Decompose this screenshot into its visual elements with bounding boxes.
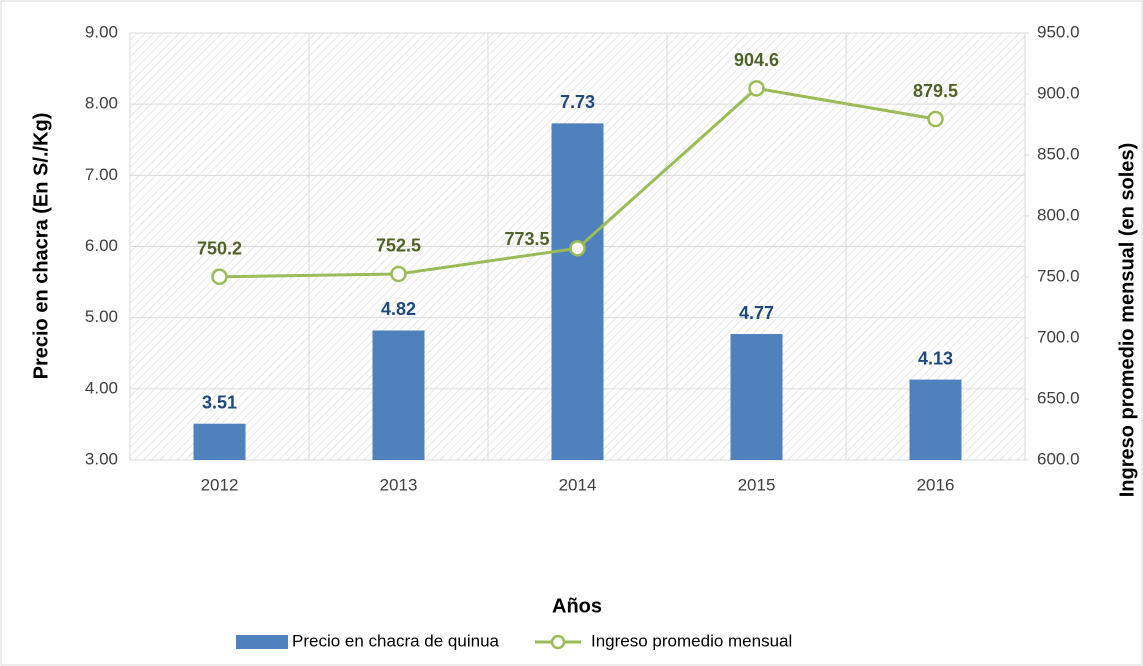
y-tick-label: 7.00 <box>85 165 118 184</box>
legend-label: Precio en chacra de quinua <box>292 631 500 650</box>
line-value-label: 773.5 <box>504 229 549 249</box>
y2-tick-label: 600.0 <box>1037 449 1080 468</box>
y-tick-label: 5.00 <box>85 307 118 326</box>
line-marker <box>748 80 765 97</box>
line-value-label: 752.5 <box>376 236 421 256</box>
line-marker <box>569 240 586 257</box>
x-tick-label: 2013 <box>380 475 418 494</box>
bar-value-label: 3.51 <box>202 392 237 412</box>
line-marker <box>211 268 228 286</box>
y2-tick-label: 650.0 <box>1037 388 1080 407</box>
y-tick-label: 4.00 <box>85 378 118 397</box>
y-tick-label: 3.00 <box>85 449 118 468</box>
legend-label: Ingreso promedio mensual <box>591 631 792 650</box>
x-tick-label: 2016 <box>917 475 955 494</box>
bar <box>372 330 425 460</box>
x-tick-label: 2012 <box>201 475 239 494</box>
line-value-label: 904.6 <box>734 50 779 70</box>
y2-tick-label: 950.0 <box>1037 22 1080 41</box>
y2-tick-label: 850.0 <box>1037 144 1080 163</box>
line-marker <box>390 265 407 283</box>
y-tick-label: 8.00 <box>85 94 118 113</box>
line-value-label: 750.2 <box>197 239 242 259</box>
line-value-label: 879.5 <box>913 81 958 101</box>
x-tick-label: 2015 <box>738 475 776 494</box>
y-tick-label: 6.00 <box>85 236 118 255</box>
bar-value-label: 4.82 <box>381 299 416 319</box>
x-axis-title: Años <box>552 595 602 617</box>
bar <box>909 379 962 460</box>
bar <box>193 423 246 460</box>
y2-tick-label: 800.0 <box>1037 205 1080 224</box>
legend-swatch <box>236 635 288 649</box>
y-tick-label: 9.00 <box>85 22 118 41</box>
y2-tick-label: 700.0 <box>1037 327 1080 346</box>
y-axis-title: Precio en chacra (En S/./Kg) <box>30 113 52 380</box>
bar-value-label: 4.77 <box>739 303 774 323</box>
y2-tick-label: 750.0 <box>1037 266 1080 285</box>
line-marker <box>927 110 944 128</box>
x-tick-label: 2014 <box>559 475 597 494</box>
y2-tick-label: 900.0 <box>1037 83 1080 102</box>
bar <box>551 123 604 461</box>
y2-axis-title: Ingreso promedio mensual (en soles) <box>1116 143 1138 498</box>
bar-value-label: 4.13 <box>918 348 953 368</box>
bar <box>730 334 783 460</box>
bar-value-label: 7.73 <box>560 92 595 112</box>
legend-marker <box>550 634 566 650</box>
